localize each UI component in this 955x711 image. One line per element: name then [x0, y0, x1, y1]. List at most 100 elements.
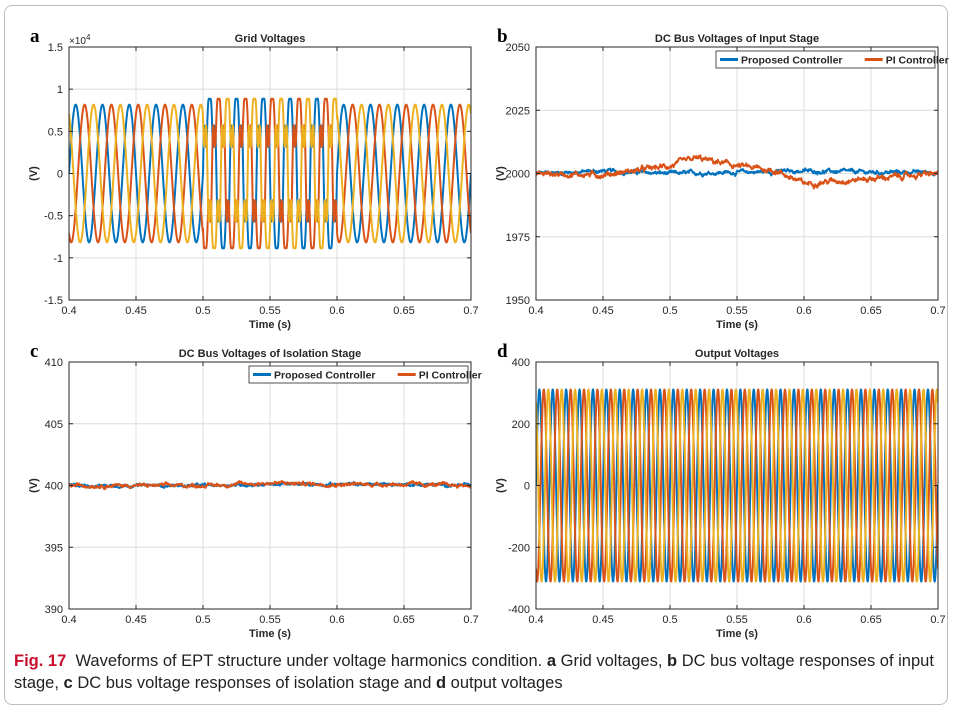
- caption-letter-d: d: [435, 674, 447, 692]
- series-line-blue: [69, 97, 471, 250]
- legend-label: PI Controller: [419, 370, 482, 382]
- y-tick-label: 2025: [506, 105, 530, 117]
- y-tick-label: 405: [45, 419, 63, 431]
- x-tick-label: 0.7: [463, 614, 478, 626]
- plot-area-d: [536, 388, 938, 583]
- series-line-orange: [536, 388, 938, 583]
- y-axis-label: (V): [28, 478, 40, 493]
- figure-frame: 0.4 0.45 0.5 0.55 0.6 0.65 0.7 -1.5 -1 -0.5 0 0.5 1 1…: [4, 5, 949, 705]
- y-exponent-label: ×104: [69, 33, 91, 47]
- x-axis-label: Time (s): [249, 628, 291, 640]
- y-tick-label: 1: [57, 84, 63, 96]
- y-tick-label: -0.5: [44, 211, 63, 223]
- figure-caption: Fig. 17 Waveforms of EPT structure under…: [14, 650, 939, 694]
- legend: Proposed Controller PI Controller: [715, 50, 949, 69]
- y-tick-label: 0.5: [48, 126, 63, 138]
- x-tick-label: 0.4: [528, 614, 543, 626]
- x-tick-label: 0.6: [329, 305, 344, 317]
- x-tick-label: 0.65: [393, 305, 414, 317]
- y-tick-label: 2050: [506, 42, 530, 54]
- y-axis-label: (V): [495, 478, 507, 493]
- y-tick-label: 200: [512, 419, 530, 431]
- panel-letter-d: d: [497, 341, 508, 362]
- chart-panel-a: 0.4 0.45 0.5 0.55 0.6 0.65 0.7 -1.5 -1 -0.5 0 0.5 1 1…: [28, 33, 479, 331]
- y-tick-label: 400: [45, 481, 63, 493]
- x-tick-label: 0.6: [796, 305, 811, 317]
- y-tick-label: 390: [45, 604, 63, 616]
- legend-box: [715, 50, 936, 69]
- x-tick-label: 0.45: [592, 614, 613, 626]
- x-tick-label: 0.55: [259, 305, 280, 317]
- chart-panel-b: 0.4 0.45 0.5 0.55 0.6 0.65 0.7 1950 1975 2000 2025…: [495, 33, 949, 331]
- caption-text-d: output voltages: [450, 674, 563, 692]
- x-tick-label: 0.55: [259, 614, 280, 626]
- series-line-orange: [69, 479, 471, 491]
- x-tick-label: 0.4: [528, 305, 543, 317]
- x-tick-label: 0.5: [662, 305, 677, 317]
- x-tick-label: 0.65: [860, 305, 881, 317]
- x-tick-label: 0.7: [463, 305, 478, 317]
- y-tick-label: 0: [524, 481, 530, 493]
- x-tick-label: 0.65: [393, 614, 414, 626]
- caption-label: Fig. 17: [14, 652, 67, 670]
- caption-text-b: DC bus voltage responses of input stage,: [14, 652, 934, 692]
- x-tick-label: 0.45: [125, 614, 146, 626]
- caption-text-a: Grid voltages,: [560, 652, 663, 670]
- y-tick-label: 2000: [506, 169, 530, 181]
- legend-label: Proposed Controller: [274, 370, 376, 382]
- y-tick-label: 1975: [506, 232, 530, 244]
- panel-letter-c: c: [30, 341, 39, 362]
- y-tick-label: -200: [508, 542, 530, 554]
- caption-letter-c: c: [63, 674, 73, 692]
- x-tick-label: 0.4: [61, 614, 76, 626]
- y-tick-label: 400: [512, 357, 530, 369]
- chart-panel-d: 0.4 0.45 0.5 0.55 0.6 0.65 0.7 -400 -200 0 200 400 O…: [495, 348, 946, 640]
- x-tick-label: 0.45: [592, 305, 613, 317]
- x-tick-label: 0.6: [796, 614, 811, 626]
- y-tick-label: -1.5: [44, 295, 63, 307]
- y-tick-label: 1.5: [48, 42, 63, 54]
- x-tick-label: 0.6: [329, 614, 344, 626]
- plot-area-a: [69, 97, 471, 250]
- legend-box: [248, 365, 469, 384]
- figure-charts: 0.4 0.45 0.5 0.55 0.6 0.65 0.7 -1.5 -1 -0.5 0 0.5 1 1…: [28, 33, 949, 640]
- legend-label: Proposed Controller: [741, 55, 843, 67]
- x-tick-label: 0.7: [930, 305, 945, 317]
- chart-panel-c: 0.4 0.45 0.5 0.55 0.6 0.65 0.7 390 395 400 405 410 D…: [28, 348, 482, 640]
- x-axis-label: Time (s): [249, 319, 291, 331]
- series-line-blue: [536, 388, 938, 583]
- caption-text-c: DC bus voltage responses of isolation st…: [77, 674, 432, 692]
- chart-title: DC Bus Voltages of Isolation Stage: [179, 348, 362, 360]
- plot-area-b: [536, 154, 938, 190]
- y-tick-label: 410: [45, 357, 63, 369]
- caption-letter-b: b: [667, 652, 678, 670]
- x-tick-label: 0.65: [860, 614, 881, 626]
- y-axis-label: (V): [28, 166, 40, 181]
- x-tick-label: 0.55: [726, 305, 747, 317]
- x-tick-label: 0.7: [930, 614, 945, 626]
- series-line-orange: [69, 97, 471, 250]
- series-line-yellow: [69, 97, 471, 250]
- x-tick-label: 0.5: [195, 614, 210, 626]
- x-tick-label: 0.5: [662, 614, 677, 626]
- y-tick-label: -400: [508, 604, 530, 616]
- legend: Proposed Controller PI Controller: [248, 365, 482, 384]
- plot-area-c: [69, 479, 471, 491]
- y-axis-label: (V): [495, 166, 507, 181]
- x-axis-label: Time (s): [716, 628, 758, 640]
- caption-letter-a: a: [546, 652, 557, 670]
- caption-intro: Waveforms of EPT structure under voltage…: [75, 652, 543, 670]
- panel-letter-b: b: [497, 26, 508, 47]
- x-tick-label: 0.4: [61, 305, 76, 317]
- series-line-orange: [536, 154, 938, 190]
- y-tick-label: 1950: [506, 295, 530, 307]
- series-line-blue: [536, 167, 938, 178]
- chart-title: DC Bus Voltages of Input Stage: [655, 33, 819, 45]
- x-tick-label: 0.45: [125, 305, 146, 317]
- legend-label: PI Controller: [886, 55, 949, 67]
- x-tick-label: 0.5: [195, 305, 210, 317]
- chart-title: Output Voltages: [695, 348, 779, 360]
- x-axis-label: Time (s): [716, 319, 758, 331]
- y-tick-label: 395: [45, 542, 63, 554]
- chart-title: Grid Voltages: [235, 33, 306, 45]
